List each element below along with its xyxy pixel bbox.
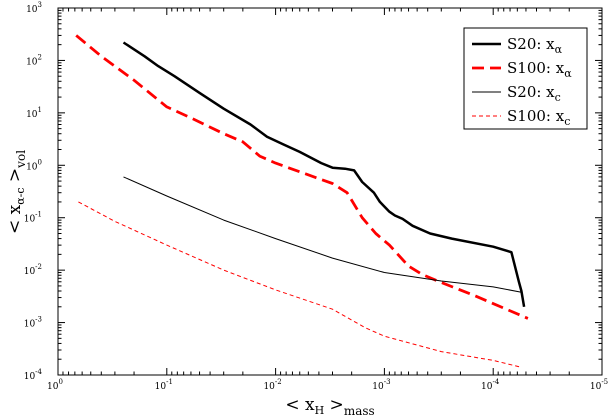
- x-tick-label: 10-2: [263, 378, 281, 392]
- series-group: [75, 34, 529, 368]
- x-tick-label: 100: [47, 378, 63, 392]
- plot-area: [57, 7, 603, 376]
- series-line-1: [122, 41, 526, 308]
- y-tick-label: 103: [26, 1, 42, 15]
- y-tick-label: 10-2: [24, 263, 42, 277]
- legend: S20: xα S100: xα S20: xc S100: xc: [463, 27, 588, 130]
- legend-items: S20: xα S100: xα S20: xc S100: xc: [472, 35, 572, 128]
- ticks: [57, 7, 603, 376]
- y-tick-label: 101: [26, 106, 42, 120]
- y-tick-label: 10-1: [24, 211, 42, 225]
- legend-label-4: S100: xc: [507, 107, 570, 128]
- legend-label-3: S20: xc: [507, 83, 561, 104]
- legend-label-2: S100: xα: [507, 59, 572, 80]
- x-tick-label: 10-1: [155, 378, 173, 392]
- series-line-2: [75, 34, 529, 320]
- legend-label-1: S20: xα: [507, 35, 563, 56]
- y-axis-label-suffix: vol: [14, 150, 28, 169]
- x-axis-label: < xH >mass: [285, 395, 374, 417]
- y-tick-label: 10-3: [24, 316, 42, 330]
- x-tick-label: 10-3: [372, 378, 390, 392]
- x-axis-label-sub: H: [315, 404, 325, 417]
- series-line-4: [78, 201, 522, 368]
- y-axis-label: < xα-c >vol: [5, 150, 28, 234]
- y-tick-label: 102: [26, 53, 42, 67]
- x-tick-label: 10-5: [590, 378, 608, 392]
- x-tick-label: 10-4: [481, 378, 500, 392]
- x-axis-label-suffix: mass: [344, 404, 375, 417]
- series-line-3: [123, 176, 522, 293]
- y-axis-label-sub: α-c: [14, 187, 27, 204]
- y-tick-label: 10-4: [24, 368, 43, 382]
- y-tick-label: 100: [26, 158, 42, 172]
- tick-labels: 100 10-1 10-2 10-3 10-4 10-5 10-4 10-3 10-2 10-1 1…: [24, 1, 608, 392]
